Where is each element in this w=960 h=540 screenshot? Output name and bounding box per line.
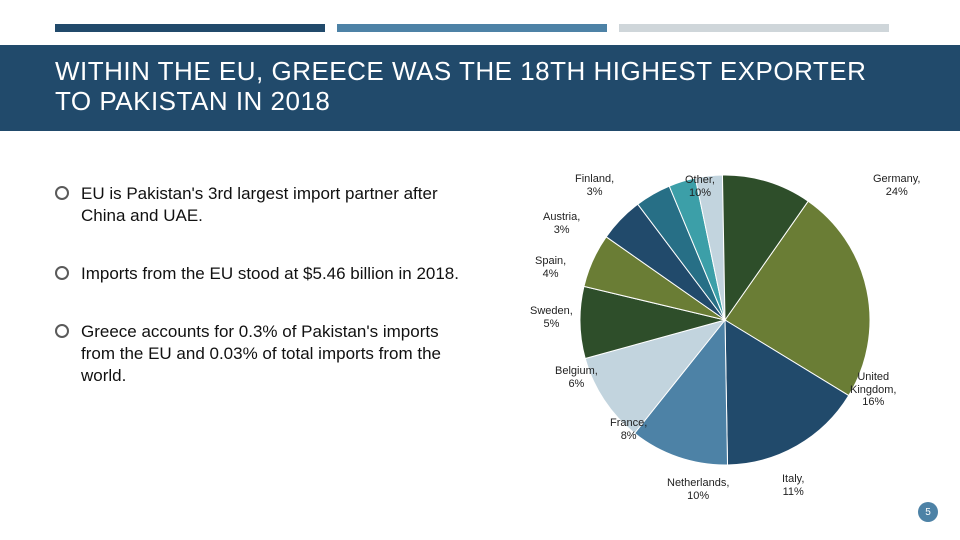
top-bar-2 [337,24,607,32]
bullet-text: EU is Pakistan's 3rd largest import part… [81,183,475,227]
bullet-text: Imports from the EU stood at $5.46 billi… [81,263,459,285]
top-bar-1 [55,24,325,32]
bullet-text: Greece accounts for 0.3% of Pakistan's i… [81,321,475,387]
bullet-item: Imports from the EU stood at $5.46 billi… [55,263,475,285]
bullet-marker-icon [55,324,69,338]
bullet-item: EU is Pakistan's 3rd largest import part… [55,183,475,227]
bullet-marker-icon [55,186,69,200]
page-number-badge: 5 [918,502,938,522]
bullet-list: EU is Pakistan's 3rd largest import part… [55,175,475,530]
pie-label-other: Other,10% [685,174,715,199]
pie-label-germany: Germany,24% [873,173,920,198]
top-accent-bars [55,24,889,32]
page-title: WITHIN THE EU, GREECE WAS THE 18TH HIGHE… [55,57,905,117]
pie-label-sweden: Sweden,5% [530,305,573,330]
pie-label-france: France,8% [610,417,647,442]
pie-label-austria: Austria,3% [543,211,580,236]
pie-label-spain: Spain,4% [535,255,566,280]
pie-chart-area: Germany,24% UnitedKingdom,16% Italy,11% Net… [475,175,930,530]
content-area: EU is Pakistan's 3rd largest import part… [55,175,930,530]
bullet-item: Greece accounts for 0.3% of Pakistan's i… [55,321,475,387]
top-bar-3 [619,24,889,32]
header-band: WITHIN THE EU, GREECE WAS THE 18TH HIGHE… [0,45,960,131]
pie-label-italy: Italy,11% [782,473,804,498]
pie-label-belgium: Belgium,6% [555,365,598,390]
bullet-marker-icon [55,266,69,280]
pie-label-united-kingdom: UnitedKingdom,16% [850,371,896,409]
pie-label-netherlands: Netherlands,10% [667,477,729,502]
page-number: 5 [925,507,931,518]
pie-label-finland: Finland,3% [575,173,614,198]
